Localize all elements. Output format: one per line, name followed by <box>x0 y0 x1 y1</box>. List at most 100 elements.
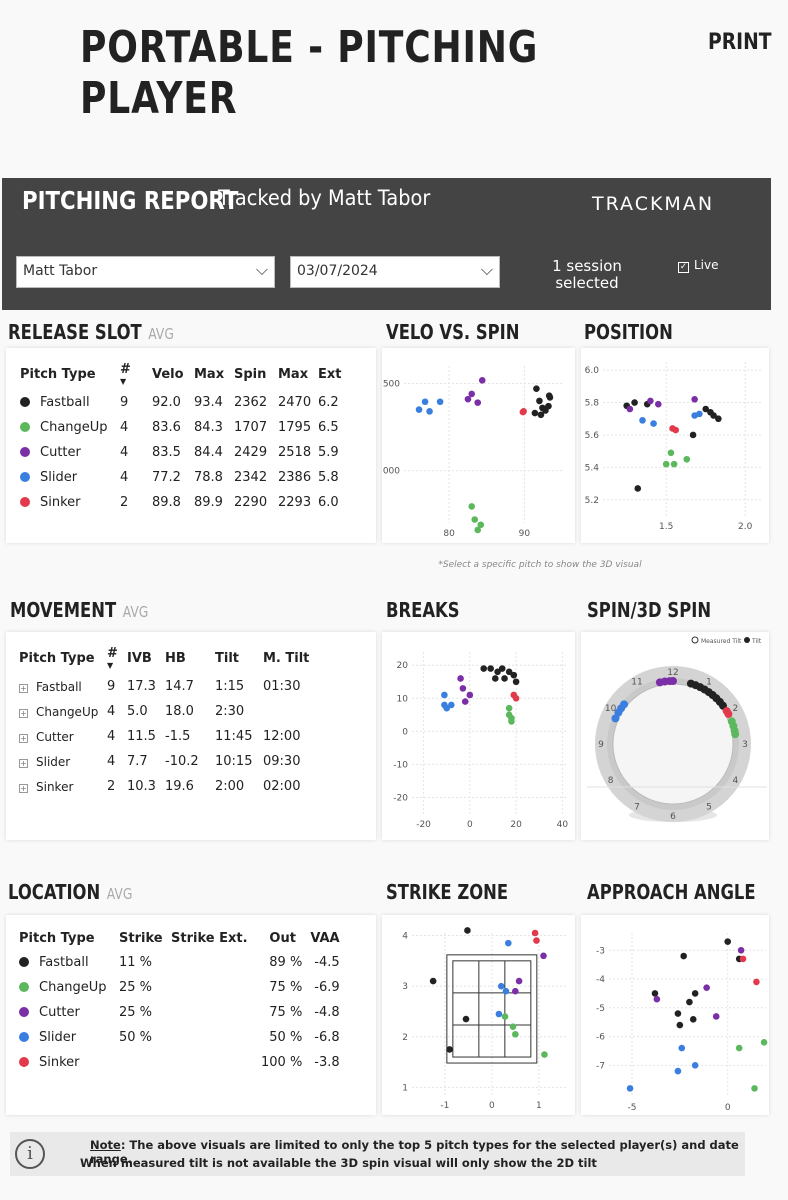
tilt-point-slider[interactable] <box>620 700 629 709</box>
col-header[interactable]: HB <box>165 650 186 666</box>
live-toggle[interactable]: ✓ Live <box>678 258 719 273</box>
data-point-fastball[interactable] <box>480 665 488 672</box>
expand-icon[interactable]: + <box>19 733 28 743</box>
data-point-fastball[interactable] <box>512 678 520 686</box>
data-point-cutter[interactable] <box>691 395 698 403</box>
col-header[interactable]: VAA <box>310 931 340 946</box>
data-point-sinker[interactable] <box>753 978 760 986</box>
data-point-slider[interactable] <box>426 408 433 415</box>
tilt-point-cutter[interactable] <box>669 677 677 685</box>
col-header[interactable]: # ▼ <box>120 362 152 390</box>
data-point-cutter[interactable] <box>468 390 476 398</box>
data-point-fastball[interactable] <box>446 1046 453 1053</box>
data-point-sinker[interactable] <box>739 955 747 963</box>
data-point-cutter[interactable] <box>626 405 634 413</box>
data-point-fastball[interactable] <box>710 412 717 419</box>
data-point-sinker[interactable] <box>519 408 527 416</box>
col-header[interactable]: Pitch Type <box>20 366 96 382</box>
data-point-fastball[interactable] <box>686 998 693 1006</box>
data-point-cutter[interactable] <box>459 685 467 692</box>
data-point-slider[interactable] <box>650 420 657 427</box>
data-point-cutter[interactable] <box>540 952 547 960</box>
tilt-point-slider[interactable] <box>611 714 620 723</box>
data-point-slider[interactable] <box>504 939 512 947</box>
data-point-slider[interactable] <box>421 398 429 406</box>
data-point-cutter[interactable] <box>515 977 523 985</box>
position-chart[interactable]: 1.5 2.0 6.0 5.8 5.6 5.4 5.2 <box>581 348 769 543</box>
data-point-changeup[interactable] <box>471 516 479 523</box>
data-point-sinker[interactable] <box>531 929 539 937</box>
player-dropdown[interactable]: Matt Tabor ⌵ <box>16 256 275 288</box>
data-point-sinker[interactable] <box>669 425 676 432</box>
data-point-slider[interactable] <box>678 1044 686 1052</box>
data-point-cutter[interactable] <box>461 698 469 705</box>
table-row[interactable]: Slider 50 % 50 % -6.8 <box>19 1025 346 1050</box>
data-point-cutter[interactable] <box>474 399 482 406</box>
col-header[interactable]: Velo <box>152 366 184 382</box>
table-row[interactable]: ChangeUp 25 % 75 % -6.9 <box>19 975 346 1000</box>
velo-spin-chart[interactable]: 80 90 2500 2000 <box>377 348 575 543</box>
col-header[interactable]: Strike <box>119 931 163 946</box>
data-point-fastball[interactable] <box>651 990 659 997</box>
date-dropdown[interactable]: 03/07/2024 ⌵ <box>290 256 500 288</box>
data-point-slider[interactable] <box>626 1085 634 1092</box>
table-row[interactable]: ChangeUp 4 83.6 84.3 1707 1795 6.5 <box>20 415 347 440</box>
data-point-fastball[interactable] <box>537 411 545 419</box>
data-point-fastball[interactable] <box>674 1010 682 1017</box>
data-point-fastball[interactable] <box>676 1021 684 1029</box>
data-point-fastball[interactable] <box>691 990 699 997</box>
data-point-fastball[interactable] <box>505 668 513 676</box>
data-point-cutter[interactable] <box>712 1013 720 1020</box>
checkbox-checked-icon[interactable]: ✓ <box>678 262 689 273</box>
data-point-fastball[interactable] <box>498 665 506 672</box>
data-point-fastball[interactable] <box>510 671 518 679</box>
col-header[interactable]: Tilt <box>215 650 239 666</box>
data-point-fastball[interactable] <box>542 407 549 414</box>
table-row[interactable]: + Slider 4 7.7 -10.2 10:15 09:30 <box>19 749 315 774</box>
data-point-changeup[interactable] <box>751 1085 758 1092</box>
table-row[interactable]: Fastball 9 92.0 93.4 2362 2470 6.2 <box>20 390 347 415</box>
data-point-cutter[interactable] <box>703 984 710 991</box>
data-point-slider[interactable] <box>415 406 423 413</box>
data-point-cutter[interactable] <box>653 995 661 1003</box>
data-point-slider[interactable] <box>691 1062 699 1069</box>
data-point-sinker[interactable] <box>533 937 540 944</box>
col-header[interactable]: Spin <box>234 366 267 382</box>
table-row[interactable]: Cutter 4 83.5 84.4 2429 2518 5.9 <box>20 440 347 465</box>
data-point-changeup[interactable] <box>501 1013 509 1020</box>
data-point-fastball[interactable] <box>702 405 709 413</box>
data-point-changeup[interactable] <box>662 460 670 468</box>
col-header[interactable]: # ▼ <box>107 646 127 674</box>
table-row[interactable]: Slider 4 77.2 78.8 2342 2386 5.8 <box>20 465 347 490</box>
col-header[interactable]: Max <box>194 366 225 382</box>
data-point-changeup[interactable] <box>468 503 476 510</box>
data-point-changeup[interactable] <box>735 1044 743 1052</box>
data-point-slider[interactable] <box>639 417 646 424</box>
data-point-slider[interactable] <box>696 410 703 418</box>
col-header[interactable]: Out <box>269 931 296 946</box>
data-point-slider[interactable] <box>443 704 451 712</box>
col-header[interactable]: Ext <box>318 366 342 382</box>
expand-icon[interactable]: + <box>19 783 28 793</box>
data-point-fastball[interactable] <box>429 977 437 985</box>
data-point-changeup[interactable] <box>474 526 482 534</box>
data-point-fastball[interactable] <box>487 665 494 672</box>
table-row[interactable]: Sinker 2 89.8 89.9 2290 2293 6.0 <box>20 490 347 515</box>
data-point-changeup[interactable] <box>683 455 691 463</box>
print-button[interactable]: PRINT <box>708 30 772 55</box>
data-point-fastball[interactable] <box>689 431 697 439</box>
breaks-chart[interactable]: -20 0 20 40 20 10 0 -10 -20 <box>382 632 575 840</box>
col-header[interactable]: Pitch Type <box>19 650 95 666</box>
expand-icon[interactable]: + <box>19 708 28 718</box>
data-point-slider[interactable] <box>497 982 505 990</box>
data-point-cutter[interactable] <box>512 987 519 995</box>
data-point-fastball[interactable] <box>634 485 642 492</box>
table-row[interactable]: Cutter 25 % 75 % -4.8 <box>19 1000 346 1025</box>
data-point-fastball[interactable] <box>689 1016 697 1023</box>
data-point-fastball[interactable] <box>464 927 471 934</box>
table-row[interactable]: Fastball 11 % 89 % -4.5 <box>19 950 346 975</box>
data-point-cutter[interactable] <box>647 397 654 405</box>
data-point-fastball[interactable] <box>491 675 499 682</box>
data-point-slider[interactable] <box>436 398 444 406</box>
data-point-fastball[interactable] <box>501 675 508 682</box>
